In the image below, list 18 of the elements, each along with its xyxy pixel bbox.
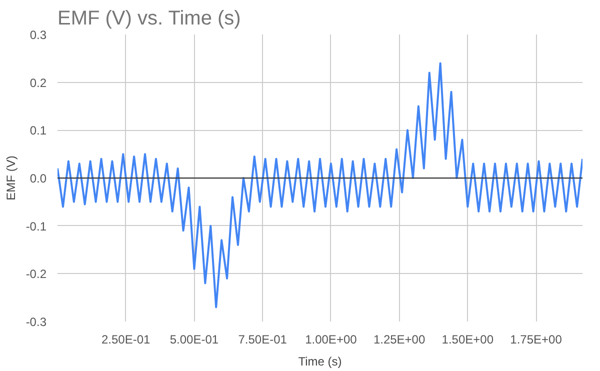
x-tick-label: 5.00E-01 bbox=[170, 332, 219, 346]
x-tick-label: 1.50E+00 bbox=[442, 332, 494, 346]
line-series bbox=[58, 62, 582, 308]
y-axis-title: EMF (V) bbox=[4, 156, 18, 200]
chart-title: EMF (V) vs. Time (s) bbox=[58, 8, 241, 30]
y-tick-label: 0.2 bbox=[30, 76, 47, 90]
y-tick-label: -0.1 bbox=[26, 219, 47, 234]
x-tick-label: 7.50E-01 bbox=[238, 332, 288, 346]
y-tick-label: -0.2 bbox=[26, 267, 47, 282]
x-tick-label: 1.75E+00 bbox=[510, 332, 562, 346]
y-tick-label: -0.3 bbox=[26, 315, 47, 329]
x-tick-label: 1.00E+00 bbox=[305, 332, 358, 346]
y-tick-label: 0.1 bbox=[30, 124, 47, 138]
x-tick-label: 1.25E+00 bbox=[373, 332, 426, 346]
y-tick-label: 0.0 bbox=[30, 172, 47, 186]
x-axis-title: Time (s) bbox=[298, 354, 342, 368]
y-tick-label: 0.3 bbox=[30, 28, 47, 42]
x-tick-label: 2.50E-01 bbox=[102, 332, 151, 346]
